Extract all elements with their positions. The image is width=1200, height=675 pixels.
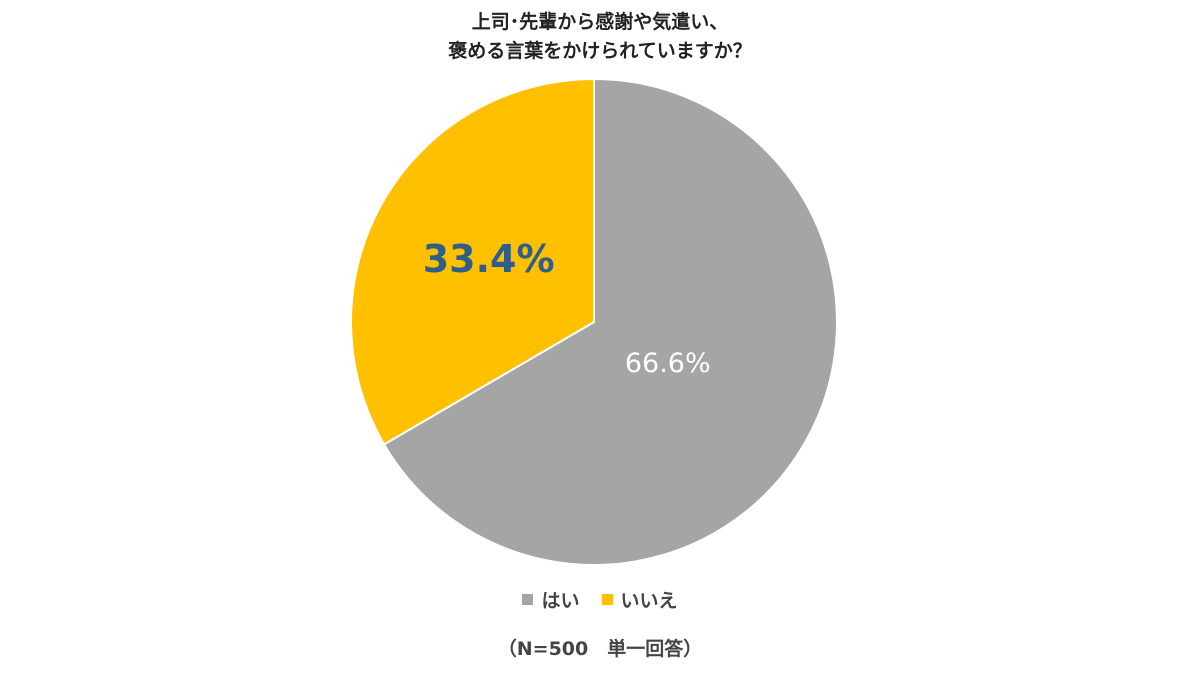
legend: はい いいえ — [0, 586, 1200, 613]
pie-slice — [382, 77, 838, 566]
legend-item: はい — [522, 586, 580, 613]
legend-swatch — [601, 594, 613, 605]
data-label: 33.4% — [423, 237, 555, 281]
chart-title: 上司･先輩から感謝や気遣い、 褒める言葉をかけられていますか？ — [448, 11, 752, 62]
note: （N=500 単一回答） — [497, 638, 703, 660]
legend-swatch — [522, 594, 534, 605]
data-label: 66.6% — [625, 348, 711, 379]
pie-slice — [350, 77, 595, 446]
legend-label: はい — [541, 590, 580, 612]
legend-label: いいえ — [620, 590, 678, 612]
legend-item: いいえ — [601, 586, 678, 613]
